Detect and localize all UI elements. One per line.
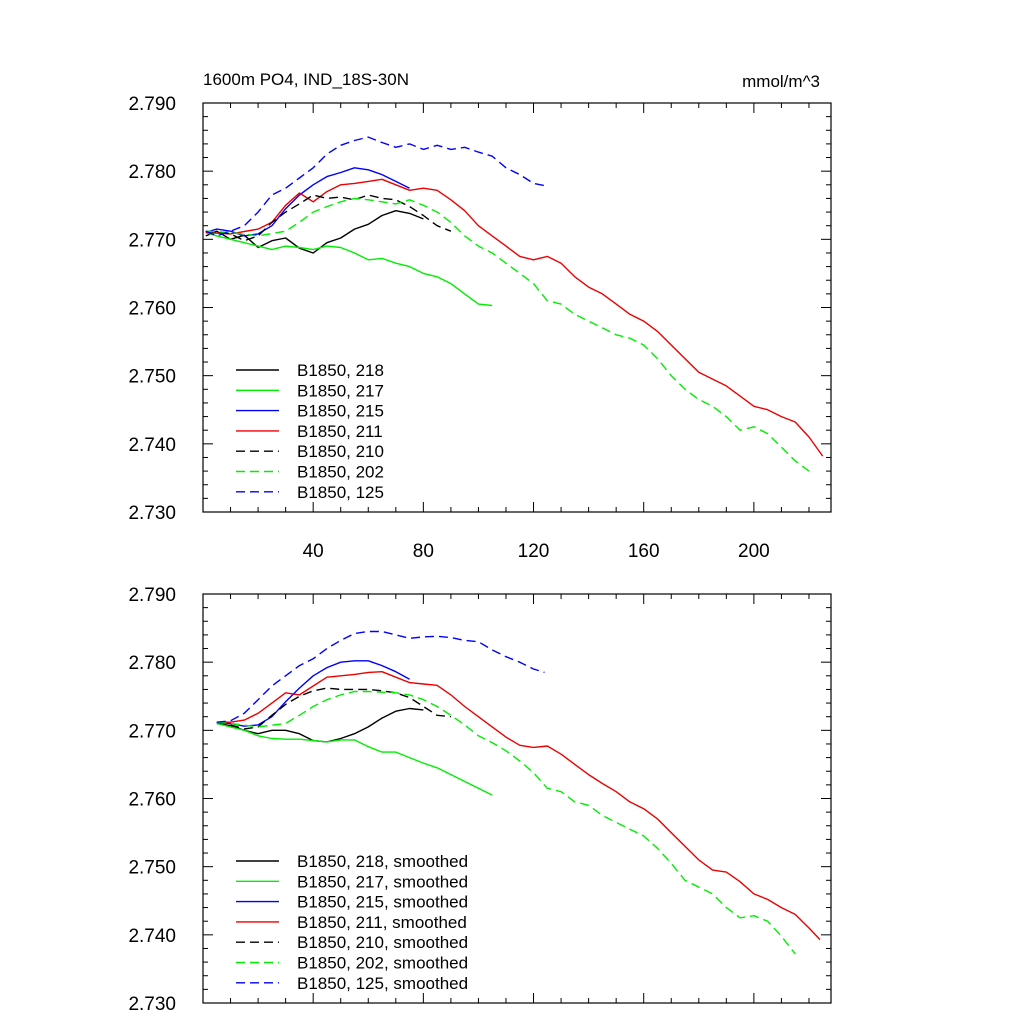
series-line-1 — [205, 209, 424, 254]
y-tick-label: 2.730 — [128, 994, 176, 1015]
series-line-6 — [205, 197, 810, 472]
series-line-4 — [216, 671, 821, 941]
y-tick-label: 2.780 — [128, 162, 176, 183]
y-tick-label: 2.740 — [128, 435, 176, 456]
series-line-2 — [216, 722, 493, 796]
y-tick-label: 2.780 — [128, 653, 176, 674]
y-tick-label: 2.750 — [128, 367, 176, 388]
legend-label: B1850, 217 — [297, 381, 384, 400]
x-tick-label: 200 — [738, 541, 770, 562]
y-tick-label: 2.770 — [128, 721, 176, 742]
series-line-6 — [216, 690, 796, 955]
series-line-7 — [205, 136, 548, 237]
y-tick-label: 2.760 — [128, 299, 176, 320]
series-line-5 — [205, 194, 452, 242]
x-tick-label: 120 — [518, 541, 550, 562]
legend-label: B1850, 210, smoothed — [297, 933, 468, 952]
units-label: mmol/m^3 — [742, 72, 820, 91]
y-tick-label: 2.770 — [128, 230, 176, 251]
y-tick-label: 2.790 — [128, 94, 176, 115]
legend-label: B1850, 215 — [297, 402, 384, 421]
chart-title: 1600m PO4, IND_18S-30N — [203, 70, 409, 89]
y-tick-label: 2.730 — [128, 503, 176, 524]
y-tick-label: 2.750 — [128, 858, 176, 879]
legend-label: B1850, 210 — [297, 442, 384, 461]
legend-label: B1850, 202, smoothed — [297, 954, 468, 973]
legend-label: B1850, 215, smoothed — [297, 893, 468, 912]
legend-label: B1850, 218 — [297, 361, 384, 380]
series-line-3 — [216, 660, 410, 727]
legend-label: B1850, 125, smoothed — [297, 974, 468, 993]
x-tick-label: 40 — [303, 541, 324, 562]
legend-label: B1850, 125 — [297, 483, 384, 502]
y-tick-label: 2.790 — [128, 585, 176, 606]
plot-panel-1: 2.730 2.740 2.750 2.760 2.770 2.780 2.790 40 80 1… — [128, 94, 832, 562]
legend-label: B1850, 217, smoothed — [297, 872, 468, 891]
x-tick-label: 80 — [413, 541, 434, 562]
series-line-7 — [216, 630, 545, 723]
legend-label: B1850, 211, smoothed — [297, 913, 467, 932]
x-tick-label: 160 — [628, 541, 660, 562]
legend-label: B1850, 211 — [297, 422, 383, 441]
y-tick-label: 2.740 — [128, 926, 176, 947]
series-line-2 — [205, 231, 493, 307]
series-line-4 — [205, 178, 824, 457]
y-tick-label: 2.760 — [128, 790, 176, 811]
plot-panel-2: 2.730 2.740 2.750 2.760 2.770 2.780 2.790 B1850… — [128, 585, 832, 1015]
legend-label: B1850, 218, smoothed — [297, 852, 468, 871]
series-line-5 — [216, 687, 451, 730]
legend-label: B1850, 202 — [297, 463, 384, 482]
